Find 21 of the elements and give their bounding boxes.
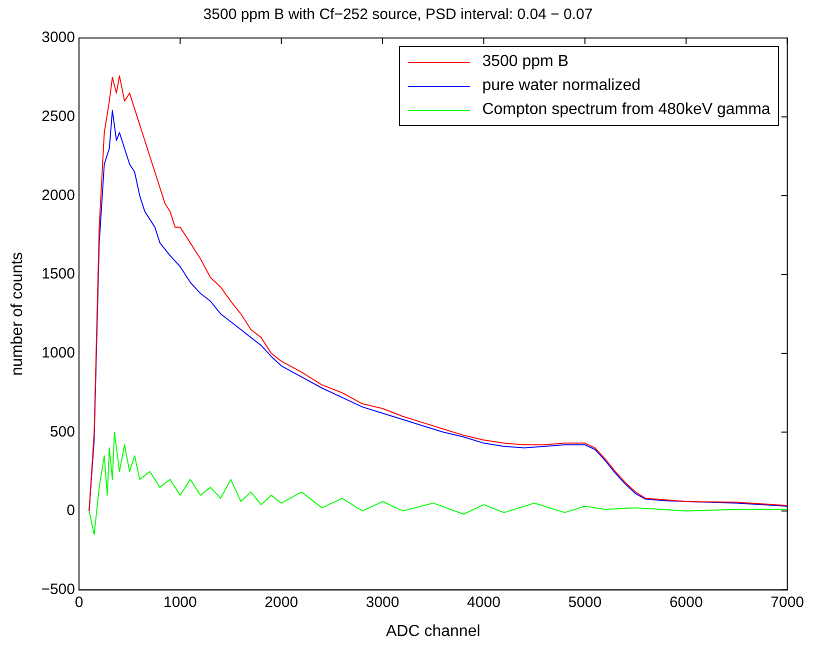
x-tick-label: 2000 xyxy=(264,594,298,611)
y-tick-label: 1000 xyxy=(42,344,75,362)
y-tick-label: 3000 xyxy=(42,29,75,46)
x-tick-label: 1000 xyxy=(163,594,197,611)
y-tick-label: 0 xyxy=(66,502,75,520)
y-tick-label: −500 xyxy=(41,580,75,598)
legend-label: Compton spectrum from 480keV gamma xyxy=(482,101,770,119)
y-tick-label: 2000 xyxy=(42,186,75,204)
legend-label: 3500 ppm B xyxy=(482,53,568,71)
chart-title: 3500 ppm B with Cf−252 source, PSD interval: 0.04 − 0.07 xyxy=(203,6,593,24)
x-axis-title: ADC channel xyxy=(386,622,480,640)
x-tick-label: 3000 xyxy=(366,594,400,611)
y-axis-title: number of counts xyxy=(9,252,26,376)
x-tick-label: 6000 xyxy=(669,594,703,611)
y-tick-label: 2500 xyxy=(42,108,75,125)
y-tick-label: 500 xyxy=(50,423,75,440)
x-tick-label: 5000 xyxy=(568,594,602,611)
x-tick-label: 4000 xyxy=(467,594,500,611)
x-tick-label: 7000 xyxy=(770,594,804,611)
y-tick-label: 1500 xyxy=(42,266,75,283)
legend-label: pure water normalized xyxy=(482,77,640,95)
